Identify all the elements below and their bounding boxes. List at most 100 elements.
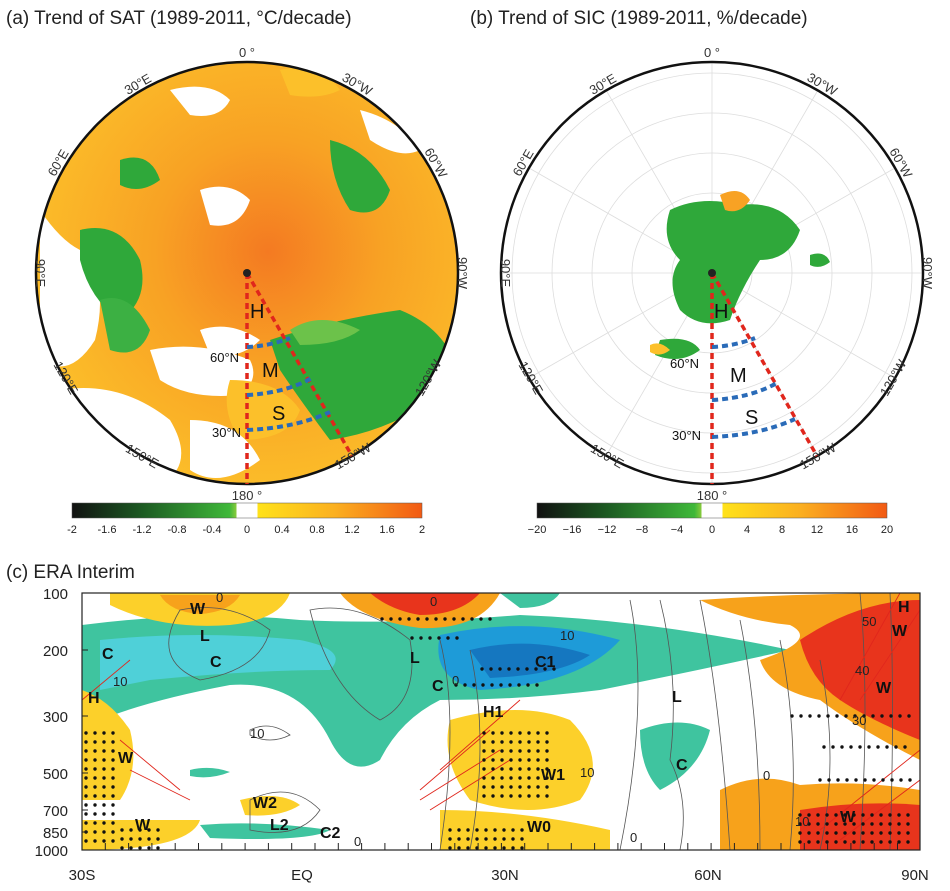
significance-dot — [870, 831, 874, 835]
region-annotation: W — [876, 680, 892, 697]
significance-dot — [84, 749, 88, 753]
significance-dot — [527, 794, 531, 798]
significance-dot — [526, 683, 530, 687]
significance-dot — [845, 778, 849, 782]
lat-label-60n: 60°N — [670, 356, 699, 371]
significance-dot — [906, 822, 910, 826]
significance-dot — [502, 846, 506, 850]
significance-dot — [527, 776, 531, 780]
contour-label: 40 — [855, 663, 869, 678]
significance-dot — [482, 740, 486, 744]
y-tick-label: 200 — [43, 643, 68, 660]
region-label-s: S — [745, 407, 758, 429]
significance-dot — [511, 846, 515, 850]
significance-dot — [527, 758, 531, 762]
x-tick-label: 60N — [694, 867, 722, 884]
colorbar-tick-label: 8 — [779, 524, 785, 536]
significance-dot — [798, 813, 802, 817]
significance-dot — [407, 617, 411, 621]
x-tick-label: 90N — [901, 867, 929, 884]
colorbar-tick-label: −16 — [563, 524, 582, 536]
contour-label: 50 — [862, 614, 876, 629]
significance-dot — [102, 821, 106, 825]
region-annotation: H — [898, 599, 910, 616]
significance-dot — [493, 846, 497, 850]
significance-dot — [836, 778, 840, 782]
significance-dot — [147, 837, 151, 841]
significance-dot — [536, 740, 540, 744]
significance-dot — [888, 813, 892, 817]
significance-dot — [84, 785, 88, 789]
significance-dot — [843, 813, 847, 817]
significance-dot — [111, 830, 115, 834]
significance-dot — [502, 828, 506, 832]
significance-dot — [443, 617, 447, 621]
significance-dot — [93, 785, 97, 789]
significance-dot — [509, 749, 513, 753]
significance-dot — [466, 837, 470, 841]
y-tick-label: 850 — [43, 825, 68, 842]
significance-dot — [879, 813, 883, 817]
significance-dot — [870, 822, 874, 826]
significance-dot — [498, 667, 502, 671]
region-boxes — [708, 269, 819, 484]
svg-text:150°E: 150°E — [588, 441, 627, 472]
significance-dot — [389, 617, 393, 621]
significance-dot — [545, 767, 549, 771]
significance-dot — [861, 822, 865, 826]
significance-dot — [520, 846, 524, 850]
significance-dot — [545, 776, 549, 780]
region-label-h: H — [250, 301, 264, 323]
significance-dot — [879, 822, 883, 826]
svg-text:90°W: 90°W — [920, 257, 935, 290]
contour-label: 0 — [354, 834, 361, 849]
significance-dot — [852, 831, 856, 835]
significance-dot — [906, 840, 910, 844]
significance-dot — [903, 745, 907, 749]
colorbar-tick-label: 12 — [811, 524, 823, 536]
colorbar-tick-label: 16 — [846, 524, 858, 536]
significance-dot — [475, 828, 479, 832]
panel-b-title: (b) Trend of SIC (1989-2011, %/decade) — [470, 8, 808, 29]
region-annotation: W2 — [253, 795, 277, 812]
significance-dot — [545, 794, 549, 798]
significance-dot — [500, 785, 504, 789]
panel-c-title: (c) ERA Interim — [6, 562, 135, 583]
significance-dot — [102, 758, 106, 762]
y-tick-label: 500 — [43, 766, 68, 783]
significance-dot — [808, 714, 812, 718]
significance-dot — [500, 767, 504, 771]
colorbar-tick-label: -0.4 — [203, 524, 222, 536]
significance-dot — [461, 617, 465, 621]
colorbar-tick-label: −4 — [671, 524, 684, 536]
y-tick-label: 1000 — [35, 843, 68, 860]
significance-dot — [798, 840, 802, 844]
significance-dot — [398, 617, 402, 621]
significance-dot — [84, 821, 88, 825]
significance-dot — [509, 785, 513, 789]
significance-dot — [93, 830, 97, 834]
contour-label: 10 — [113, 674, 127, 689]
significance-dot — [111, 812, 115, 816]
contour-label: 0 — [216, 590, 223, 605]
region-annotation: C — [210, 654, 222, 671]
significance-dot — [93, 749, 97, 753]
svg-text:120°W: 120°W — [877, 356, 910, 398]
y-tick-label: 100 — [43, 586, 68, 603]
region-annotation: W — [190, 601, 206, 618]
significance-dot — [482, 794, 486, 798]
contour-label: 0 — [452, 673, 459, 688]
region-label-m: M — [730, 365, 747, 387]
significance-dot — [102, 767, 106, 771]
colorbar-tick-label: 1.6 — [379, 524, 394, 536]
significance-dot — [536, 758, 540, 762]
colorbar-tick-label: −20 — [528, 524, 547, 536]
significance-dot — [534, 667, 538, 671]
significance-dot — [889, 714, 893, 718]
significance-dot — [84, 812, 88, 816]
significance-dot — [799, 714, 803, 718]
significance-dot — [858, 745, 862, 749]
significance-dot — [897, 813, 901, 817]
significance-dot — [880, 714, 884, 718]
